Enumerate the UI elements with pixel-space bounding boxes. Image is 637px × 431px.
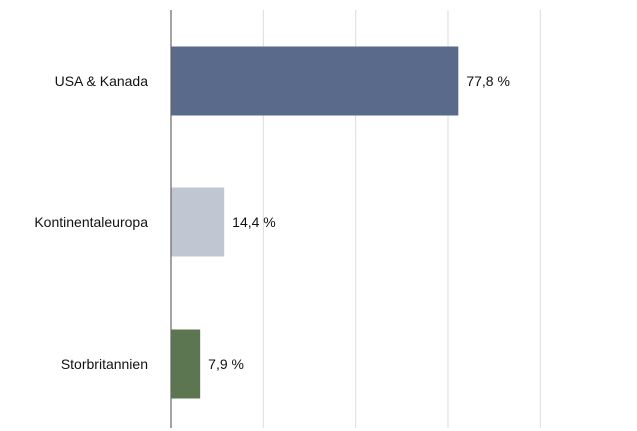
value-label: 7,9 % [208, 356, 244, 372]
category-labels: USA & Kanada Kontinentaleuropa Storbritann… [34, 73, 148, 372]
value-labels: 77,8 % 14,4 % 7,9 % [208, 73, 510, 372]
bars [171, 46, 459, 399]
bar [171, 46, 459, 116]
category-label: USA & Kanada [55, 73, 149, 89]
value-label: 14,4 % [232, 214, 276, 230]
bar [171, 329, 201, 399]
category-label: Storbritannien [61, 356, 148, 372]
category-label: Kontinentaleuropa [34, 214, 148, 230]
value-label: 77,8 % [466, 73, 510, 89]
bar [171, 187, 225, 257]
